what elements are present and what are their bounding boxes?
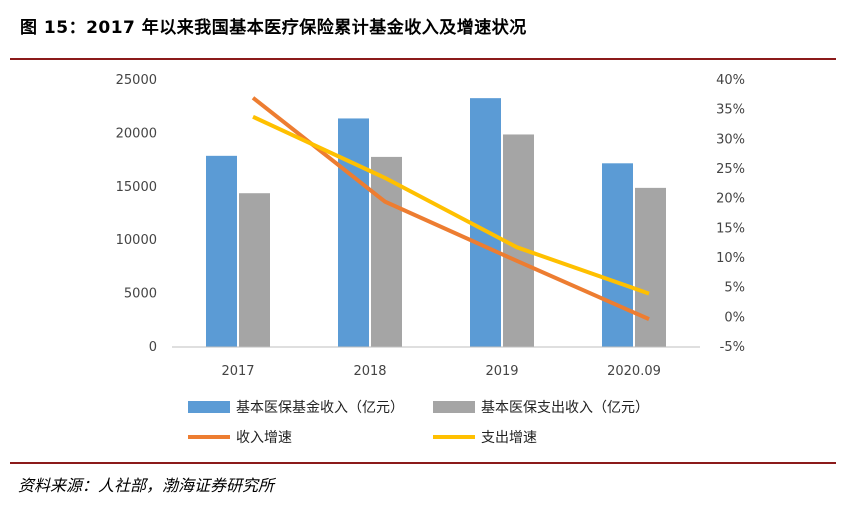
bar — [338, 118, 369, 347]
right-axis-tick-label: 25% — [716, 162, 745, 177]
bar — [602, 163, 633, 347]
legend-label: 支出增速 — [481, 430, 537, 446]
right-axis-tick-label: 40% — [716, 73, 745, 88]
title-divider — [10, 58, 836, 60]
legend-label: 基本医保支出收入（亿元） — [481, 399, 649, 416]
chart: 0 5000 10000 15000 20000 25000 -5% 0% 5% 10% 15% 20… — [116, 73, 745, 446]
legend-swatch — [188, 401, 230, 413]
left-axis-tick-label: 5000 — [124, 287, 157, 302]
chart-title: 图 15：2017 年以来我国基本医疗保险累计基金收入及增速状况 — [20, 18, 527, 38]
category-label: 2020.09 — [607, 364, 661, 379]
right-axis-tick-label: -5% — [720, 340, 745, 355]
source-note: 资料来源：人社部，渤海证券研究所 — [18, 476, 275, 495]
right-axis-tick-label: 10% — [716, 251, 745, 266]
left-axis-tick-label: 20000 — [116, 126, 157, 141]
right-axis-tick-label: 0% — [724, 310, 745, 325]
left-axis-tick-label: 0 — [149, 340, 157, 355]
left-axis-tick-label: 25000 — [116, 73, 157, 88]
source-divider — [10, 462, 836, 464]
left-axis-tick-label: 10000 — [116, 233, 157, 248]
legend-label: 收入增速 — [236, 430, 292, 446]
series-line — [251, 96, 650, 321]
category-label: 2017 — [221, 364, 254, 379]
bar — [470, 98, 501, 347]
category-label: 2019 — [485, 364, 518, 379]
bar — [239, 193, 270, 347]
left-axis-tick-label: 15000 — [116, 180, 157, 195]
right-axis-tick-label: 5% — [724, 281, 745, 296]
right-axis-tick-label: 30% — [716, 132, 745, 147]
bar — [371, 156, 402, 347]
legend-swatch — [433, 401, 475, 413]
right-axis-tick-label: 35% — [716, 103, 745, 118]
legend-label: 基本医保基金收入（亿元） — [236, 399, 404, 416]
category-label: 2018 — [353, 364, 386, 379]
bar — [635, 187, 666, 347]
right-axis-tick-label: 15% — [716, 221, 745, 236]
right-axis-tick-label: 20% — [716, 192, 745, 207]
series-line — [252, 114, 650, 296]
bar — [206, 155, 237, 347]
